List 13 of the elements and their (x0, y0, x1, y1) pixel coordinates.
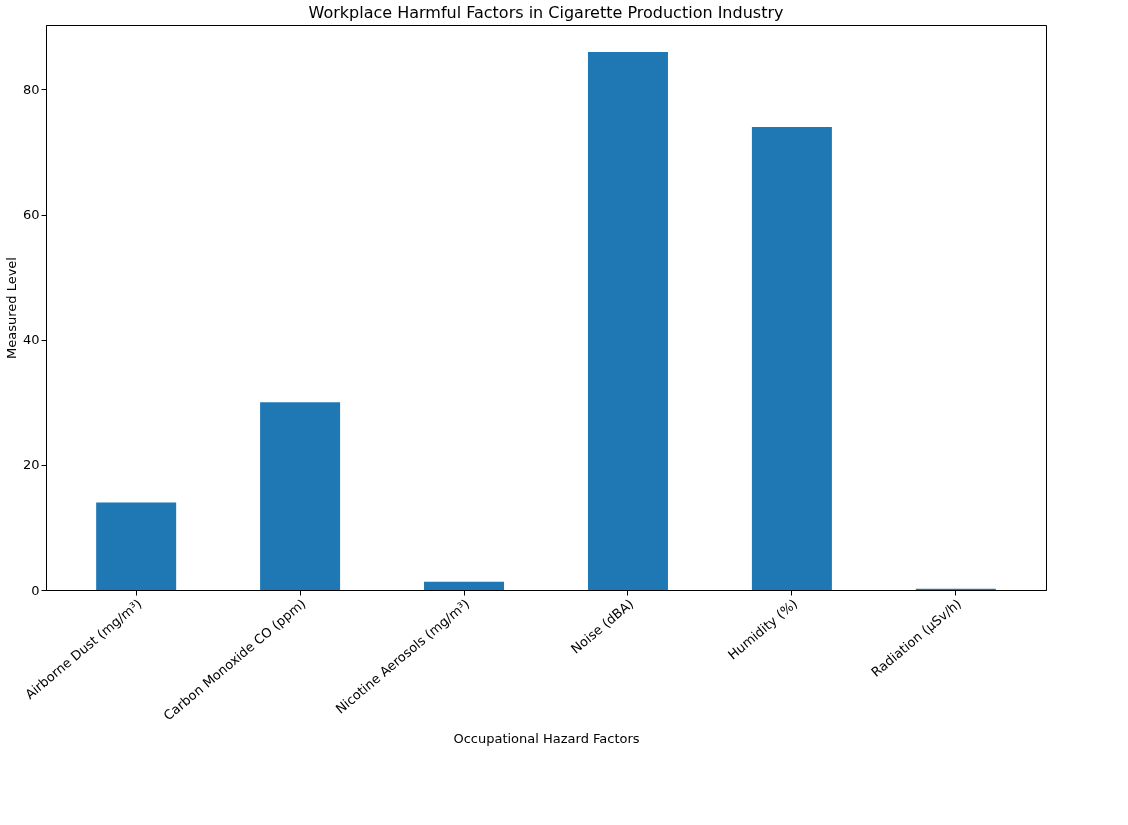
bar (751, 126, 832, 590)
y-tick-label: 0 (31, 582, 40, 598)
bar (424, 581, 505, 590)
y-tick-label: 80 (22, 81, 40, 97)
chart-title: Workplace Harmful Factors in Cigarette Production Industry (308, 3, 784, 22)
y-tick-label: 20 (22, 457, 40, 473)
bar (260, 402, 341, 590)
x-axis-title: Occupational Hazard Factors (453, 731, 640, 747)
bar (96, 502, 177, 590)
bar (587, 51, 668, 590)
y-tick-label: 60 (22, 207, 40, 223)
y-tick-label: 40 (22, 332, 40, 348)
y-axis-title: Measured Level (3, 257, 19, 359)
